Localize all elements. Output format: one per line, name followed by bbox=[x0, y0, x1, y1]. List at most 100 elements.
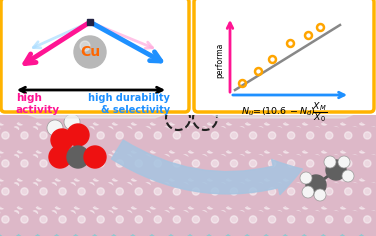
Circle shape bbox=[182, 160, 198, 176]
Circle shape bbox=[142, 132, 158, 148]
Circle shape bbox=[206, 127, 232, 153]
Circle shape bbox=[211, 160, 218, 167]
Circle shape bbox=[103, 151, 123, 171]
Circle shape bbox=[145, 183, 150, 188]
Circle shape bbox=[346, 121, 350, 126]
Circle shape bbox=[36, 174, 43, 181]
Circle shape bbox=[88, 127, 94, 132]
Circle shape bbox=[84, 109, 104, 129]
Circle shape bbox=[82, 146, 98, 162]
Circle shape bbox=[309, 123, 330, 143]
Circle shape bbox=[126, 183, 132, 188]
Circle shape bbox=[253, 137, 273, 157]
Circle shape bbox=[27, 207, 48, 227]
Circle shape bbox=[315, 113, 341, 139]
Circle shape bbox=[258, 141, 284, 167]
Circle shape bbox=[262, 118, 278, 134]
Circle shape bbox=[358, 211, 376, 236]
Circle shape bbox=[53, 183, 79, 209]
Circle shape bbox=[352, 127, 357, 132]
Circle shape bbox=[306, 121, 310, 126]
Circle shape bbox=[291, 221, 311, 236]
Circle shape bbox=[46, 151, 67, 171]
Circle shape bbox=[103, 193, 123, 213]
Circle shape bbox=[65, 109, 85, 129]
Circle shape bbox=[365, 149, 370, 153]
Circle shape bbox=[84, 123, 104, 143]
Circle shape bbox=[244, 211, 270, 236]
Circle shape bbox=[106, 197, 132, 223]
Circle shape bbox=[32, 155, 38, 160]
Circle shape bbox=[49, 169, 75, 195]
Circle shape bbox=[0, 183, 22, 209]
Circle shape bbox=[87, 197, 113, 223]
Circle shape bbox=[70, 197, 75, 202]
Circle shape bbox=[27, 109, 48, 129]
Circle shape bbox=[272, 193, 292, 213]
Circle shape bbox=[30, 169, 56, 195]
Circle shape bbox=[85, 177, 90, 181]
Circle shape bbox=[234, 123, 255, 143]
Circle shape bbox=[162, 118, 178, 134]
Circle shape bbox=[2, 146, 18, 162]
Circle shape bbox=[226, 174, 233, 181]
Circle shape bbox=[206, 163, 210, 167]
Circle shape bbox=[258, 155, 263, 160]
Circle shape bbox=[353, 169, 376, 195]
Circle shape bbox=[46, 165, 67, 185]
Circle shape bbox=[322, 118, 338, 134]
Circle shape bbox=[112, 174, 119, 181]
Circle shape bbox=[342, 174, 358, 190]
Circle shape bbox=[9, 109, 29, 129]
Circle shape bbox=[239, 127, 244, 132]
Circle shape bbox=[142, 160, 158, 176]
Circle shape bbox=[42, 132, 58, 148]
Circle shape bbox=[246, 135, 250, 139]
Circle shape bbox=[145, 127, 150, 132]
Circle shape bbox=[145, 155, 150, 160]
Circle shape bbox=[9, 123, 29, 143]
Circle shape bbox=[27, 137, 48, 157]
Circle shape bbox=[372, 113, 376, 139]
Circle shape bbox=[302, 146, 309, 153]
Circle shape bbox=[211, 188, 218, 195]
Circle shape bbox=[366, 137, 376, 157]
Circle shape bbox=[82, 160, 98, 176]
Circle shape bbox=[296, 169, 322, 195]
Circle shape bbox=[249, 188, 257, 195]
Circle shape bbox=[72, 127, 98, 153]
Circle shape bbox=[182, 141, 188, 146]
Circle shape bbox=[107, 225, 113, 230]
Circle shape bbox=[226, 121, 230, 126]
Circle shape bbox=[211, 216, 218, 223]
Circle shape bbox=[149, 99, 174, 125]
Circle shape bbox=[112, 146, 119, 153]
Circle shape bbox=[82, 188, 98, 204]
Circle shape bbox=[314, 113, 320, 118]
Circle shape bbox=[142, 174, 158, 190]
Circle shape bbox=[13, 155, 19, 160]
Circle shape bbox=[201, 141, 207, 146]
Circle shape bbox=[359, 118, 366, 125]
Circle shape bbox=[206, 177, 210, 181]
Circle shape bbox=[282, 211, 308, 236]
Circle shape bbox=[192, 188, 200, 195]
Circle shape bbox=[70, 211, 75, 216]
Circle shape bbox=[314, 189, 326, 201]
Circle shape bbox=[226, 163, 230, 167]
Circle shape bbox=[182, 197, 208, 223]
Circle shape bbox=[306, 135, 310, 139]
Circle shape bbox=[285, 121, 290, 126]
Circle shape bbox=[315, 169, 341, 195]
Circle shape bbox=[300, 172, 312, 184]
Circle shape bbox=[226, 149, 230, 153]
Circle shape bbox=[164, 155, 169, 160]
Circle shape bbox=[265, 163, 270, 167]
Circle shape bbox=[165, 177, 170, 181]
Circle shape bbox=[326, 135, 330, 139]
Circle shape bbox=[272, 137, 292, 157]
Circle shape bbox=[163, 113, 189, 139]
Circle shape bbox=[55, 202, 62, 209]
Circle shape bbox=[230, 160, 238, 167]
Circle shape bbox=[32, 225, 38, 230]
